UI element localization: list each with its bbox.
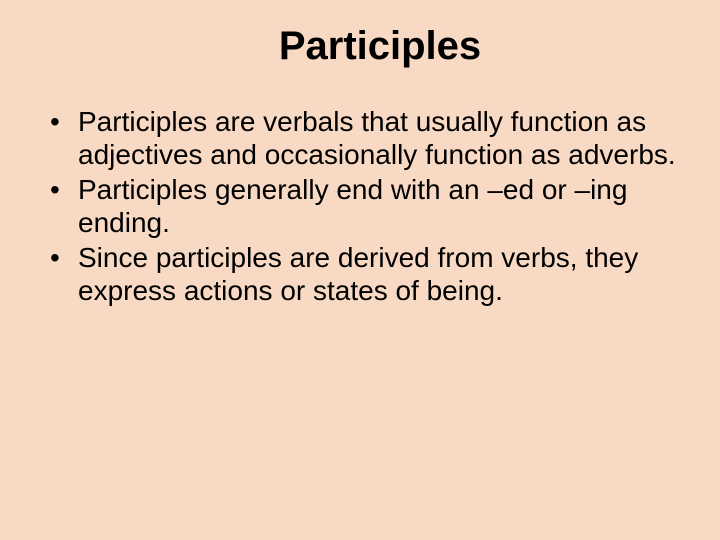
bullet-list: Participles are verbals that usually fun…	[30, 105, 690, 307]
slide-container: Participles Participles are verbals that…	[0, 0, 720, 540]
bullet-item: Participles are verbals that usually fun…	[50, 105, 690, 171]
slide-title: Participles	[30, 24, 690, 69]
bullet-item: Participles generally end with an –ed or…	[50, 173, 690, 239]
bullet-item: Since participles are derived from verbs…	[50, 241, 690, 307]
